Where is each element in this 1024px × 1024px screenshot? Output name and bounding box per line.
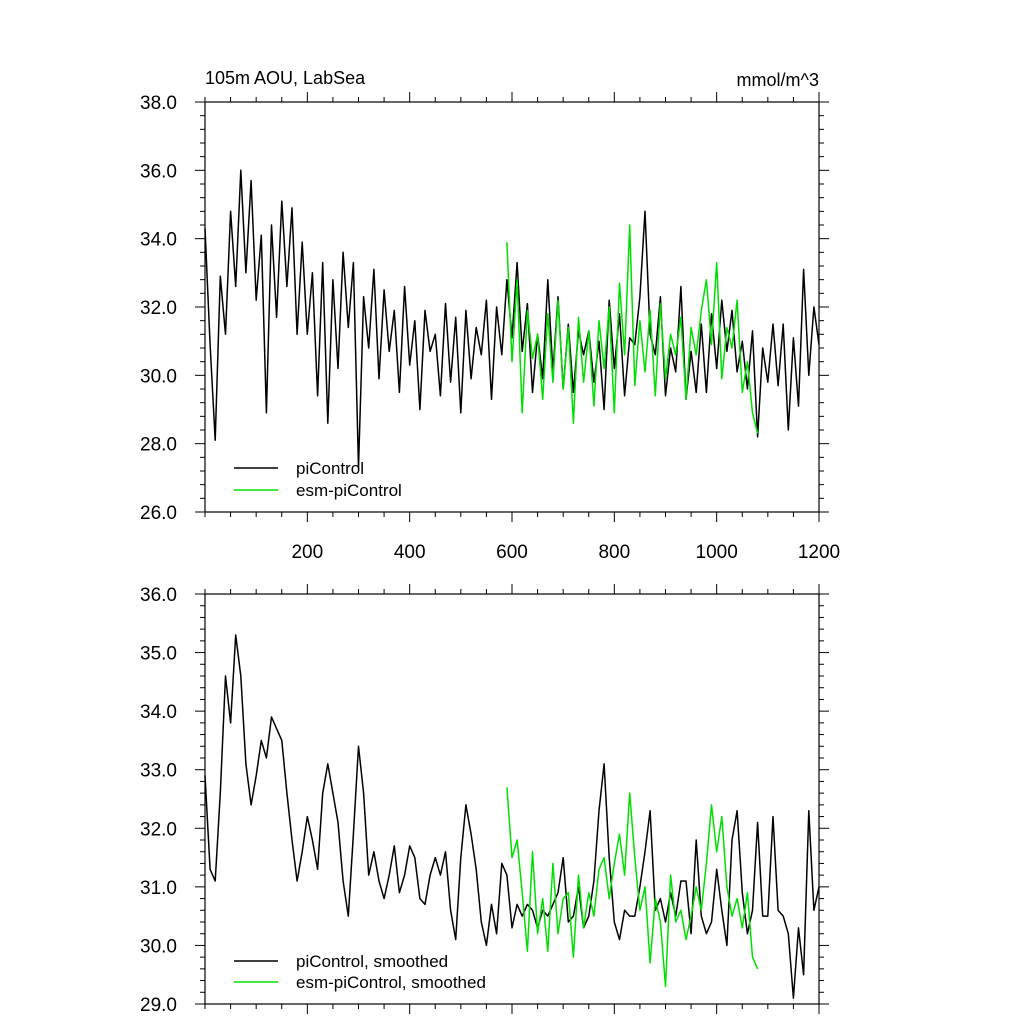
top-y-tick-label: 26.0 bbox=[140, 503, 177, 524]
top-series-esm-picontrol bbox=[506, 224, 759, 434]
top-series-lines bbox=[204, 169, 820, 469]
top-y-tick-label: 38.0 bbox=[140, 93, 177, 114]
bottom-y-tick-label: 33.0 bbox=[140, 761, 177, 782]
top-legend-label-esm-picontrol: esm-piControl bbox=[296, 481, 402, 500]
bottom-y-tick-label: 34.0 bbox=[140, 702, 177, 723]
top-y-tick-label: 36.0 bbox=[140, 161, 177, 182]
top-legend: piControl esm-piControl bbox=[234, 459, 402, 500]
bottom-axis-ticks: 29.0 30.0 31.0 32.0 33.0 34.0 35.0 36.0 bbox=[140, 584, 829, 1016]
top-series-picontrol bbox=[204, 169, 820, 469]
top-y-tick-label: 28.0 bbox=[140, 435, 177, 456]
top-legend-label-picontrol: piControl bbox=[296, 459, 364, 478]
top-panel: 105m AOU, LabSea mmol/m^3 26.0 28.0 30.0 32… bbox=[140, 68, 840, 563]
bottom-series-picontrol-smoothed bbox=[204, 634, 820, 999]
top-y-tick-label: 30.0 bbox=[140, 366, 177, 387]
bottom-legend: piControl, smoothed esm-piControl, smoot… bbox=[234, 952, 486, 992]
top-chart-units: mmol/m^3 bbox=[737, 70, 819, 90]
bottom-y-tick-label: 29.0 bbox=[140, 995, 177, 1016]
top-chart-title: 105m AOU, LabSea bbox=[205, 68, 366, 88]
top-x-tick-label: 400 bbox=[394, 542, 426, 563]
top-x-tick-label: 1000 bbox=[696, 542, 738, 563]
bottom-legend-label-esm-picontrol: esm-piControl, smoothed bbox=[296, 973, 486, 992]
top-plot-frame bbox=[204, 101, 820, 513]
top-x-tick-label: 200 bbox=[291, 542, 323, 563]
bottom-legend-label-picontrol: piControl, smoothed bbox=[296, 952, 448, 971]
bottom-series-lines bbox=[204, 634, 820, 999]
bottom-y-tick-label: 30.0 bbox=[140, 936, 177, 957]
top-x-tick-label: 1200 bbox=[798, 542, 840, 563]
top-axis-ticks: 26.0 28.0 30.0 32.0 34.0 36.0 38.0 200 400 600 800… bbox=[140, 92, 840, 563]
bottom-y-tick-label: 32.0 bbox=[140, 819, 177, 840]
top-x-tick-label: 600 bbox=[496, 542, 528, 563]
top-x-tick-label: 800 bbox=[598, 542, 630, 563]
bottom-y-tick-label: 36.0 bbox=[140, 585, 177, 606]
top-y-tick-label: 34.0 bbox=[140, 230, 177, 251]
bottom-series-esm-picontrol-smoothed bbox=[506, 787, 759, 988]
bottom-y-tick-label: 31.0 bbox=[140, 878, 177, 899]
top-y-tick-label: 32.0 bbox=[140, 298, 177, 319]
bottom-panel: 29.0 30.0 31.0 32.0 33.0 34.0 35.0 36.0 piContr… bbox=[140, 584, 829, 1016]
bottom-y-tick-label: 35.0 bbox=[140, 644, 177, 665]
